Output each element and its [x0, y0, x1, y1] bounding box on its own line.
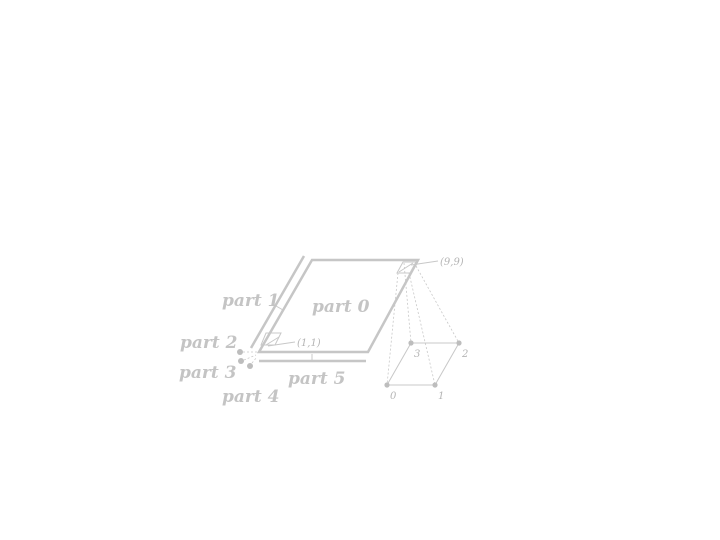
corner-2-label: 2 [461, 349, 468, 360]
part-1-strip [249, 255, 306, 349]
part-5-label: part 5 [288, 369, 345, 389]
top-right-cell-diagonal [398, 262, 414, 273]
corner-1-label: 1 [438, 391, 444, 402]
bottom-left-cell-diagonal [265, 336, 280, 346]
corner-3-dot [408, 340, 414, 346]
part-0-region [256, 258, 421, 354]
part-0-label: part 0 [312, 297, 370, 317]
top-right-coord-label: (9,9) [440, 257, 464, 268]
bottom-left-coord-label: (1,1) [297, 338, 321, 349]
part-4-label: part 4 [222, 387, 279, 407]
corner-0-label: 0 [390, 391, 397, 402]
enlarged-cell [386, 342, 460, 386]
part-1-label: part 1 [222, 291, 279, 311]
part-3-link [243, 354, 257, 361]
part-3-dot [238, 358, 244, 364]
projection-line-2 [415, 265, 460, 344]
part-3-label: part 3 [179, 363, 237, 383]
corner-2-dot [456, 340, 462, 346]
projection-line-0 [386, 272, 399, 386]
part-2-dot [237, 349, 243, 355]
bottom-left-pointer [267, 341, 296, 347]
top-right-cell [396, 261, 417, 274]
corner-1-dot [432, 382, 438, 388]
projection-line-3 [403, 262, 412, 344]
part-1-tick [275, 305, 284, 311]
part-4-link [251, 356, 258, 364]
corner-3-label: 3 [414, 349, 420, 360]
part-2-label: part 2 [180, 333, 238, 353]
part-4-dot [247, 363, 253, 369]
projection-line-1 [408, 272, 436, 386]
top-right-pointer [410, 260, 439, 266]
corner-0-dot [384, 382, 390, 388]
